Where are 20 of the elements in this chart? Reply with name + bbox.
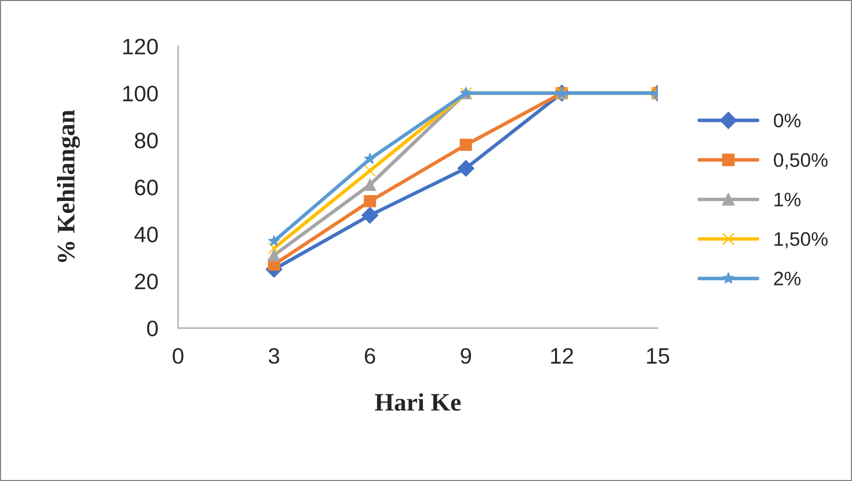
legend-label: 2% [774,272,801,286]
y-tick-label: 120 [123,38,158,54]
y-tick-label: 60 [135,180,158,196]
x-tick-label: 3 [268,348,280,364]
y-tick-label: 20 [135,274,158,290]
x-tick-label: 0 [172,348,184,364]
x-tick-label: 12 [551,348,574,364]
x-axis-title: Hari Ke [374,393,461,411]
y-tick-label: 0 [147,320,158,336]
y-tick-label: 80 [134,132,158,148]
y-tick-label: 100 [123,86,158,102]
legend-label: 1,50% [774,232,828,248]
legend-label: 0,50% [774,153,828,170]
legend-label: 0% [774,114,801,128]
legend-label: 1% [774,192,801,206]
y-axis-title: % Kehilangan [57,110,80,262]
x-tick-label: 6 [364,348,376,364]
x-tick-label: 9 [460,348,471,364]
x-tick-label: 15 [647,348,670,364]
y-tick-label: 40 [134,226,158,242]
